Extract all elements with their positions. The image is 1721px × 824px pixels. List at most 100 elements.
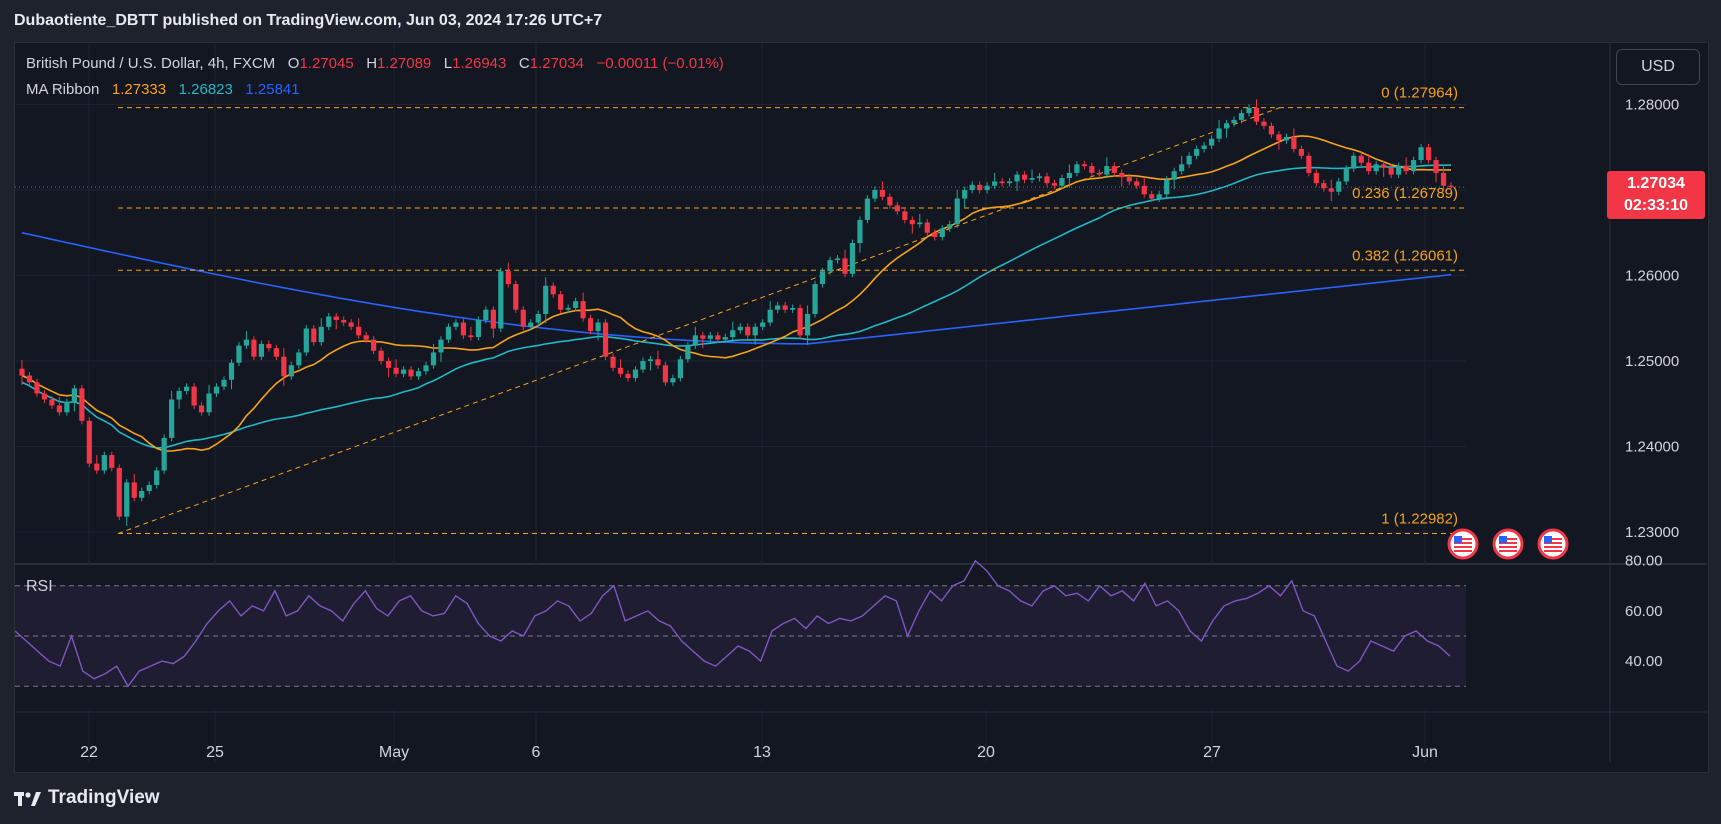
- candle-body: [1366, 162, 1372, 172]
- candle-body: [737, 326, 743, 331]
- candle-body: [124, 482, 130, 517]
- candle-body: [969, 184, 975, 190]
- candle-body: [827, 260, 833, 272]
- candle-body: [1373, 164, 1379, 172]
- candle-body: [1336, 181, 1342, 192]
- candle-body: [924, 222, 930, 233]
- candle-body: [475, 319, 481, 338]
- candle-body: [1276, 134, 1282, 141]
- candle-body: [558, 294, 564, 310]
- us-flag-canton: [1454, 536, 1462, 543]
- candle-body: [146, 484, 152, 491]
- candle-body: [932, 232, 938, 238]
- candle-body: [745, 326, 751, 336]
- us-flag-stripe: [1499, 546, 1517, 548]
- candle-body: [992, 181, 998, 186]
- time-tick-label: May: [379, 744, 409, 761]
- candle-body: [1014, 174, 1020, 182]
- candle-body: [902, 211, 908, 220]
- bar-countdown: 02:33:10: [1623, 197, 1689, 214]
- candle-body: [453, 322, 459, 327]
- candle-body: [131, 482, 137, 498]
- candle-body: [1051, 183, 1058, 186]
- ma1-value: 1.27333: [111, 81, 167, 98]
- rsi-label[interactable]: RSI: [26, 578, 53, 595]
- candle-body: [715, 335, 721, 340]
- candle-body: [760, 322, 766, 327]
- candle-body: [894, 205, 900, 212]
- candle-body: [700, 335, 706, 339]
- candle-body: [670, 378, 676, 383]
- candle-body: [999, 181, 1005, 184]
- candle-body: [640, 361, 646, 370]
- high-label: H: [366, 55, 378, 72]
- currency-button[interactable]: USD: [1616, 49, 1700, 85]
- candle-body: [288, 365, 294, 377]
- candle-body: [311, 328, 317, 343]
- candle-body: [1253, 107, 1260, 122]
- candle-body: [520, 309, 526, 327]
- candle-body: [602, 322, 609, 357]
- candle-body: [842, 258, 848, 274]
- candle-body: [1381, 164, 1387, 168]
- candle-body: [752, 326, 758, 336]
- candle-body: [139, 490, 145, 498]
- candle-body: [386, 361, 392, 368]
- candle-body: [872, 190, 878, 199]
- candle-body: [1059, 178, 1065, 186]
- ma1-line: [21, 135, 1452, 452]
- open-value: 1.27045: [299, 55, 354, 72]
- candle-body: [1410, 160, 1417, 172]
- us-event-flag-icon: [1537, 528, 1569, 560]
- candle-body: [655, 359, 661, 366]
- candle-body: [258, 343, 265, 357]
- ma-ribbon-legend: MA Ribbon 1.27333 1.26823 1.25841: [26, 81, 300, 98]
- candle-body: [169, 399, 175, 438]
- candle-body: [71, 388, 77, 403]
- candle-body: [1448, 185, 1454, 188]
- candle-body: [423, 365, 429, 372]
- candle-body: [917, 222, 923, 225]
- us-flag-canton: [1499, 536, 1507, 543]
- us-flag-stripe: [1544, 538, 1562, 540]
- candle-body: [445, 326, 452, 340]
- candle-body: [1223, 123, 1230, 129]
- candle-body: [857, 219, 863, 244]
- candle-body: [1358, 155, 1364, 163]
- change-value: −0.00011 (−0.01%): [596, 55, 724, 72]
- candle-body: [318, 326, 324, 343]
- candle-body: [1396, 166, 1402, 175]
- close-value: 1.27034: [529, 55, 584, 72]
- candle-body: [41, 393, 48, 400]
- us-flag-stripe: [1454, 546, 1472, 548]
- candle-body: [1171, 171, 1177, 180]
- candle-body: [213, 386, 220, 394]
- candle-body: [692, 335, 698, 346]
- candle-body: [438, 339, 444, 353]
- candle-body: [400, 369, 407, 374]
- candle-body: [947, 224, 953, 229]
- candle-body: [1141, 185, 1147, 195]
- candle-body: [154, 470, 160, 485]
- candle-body: [595, 322, 601, 332]
- candle-body: [528, 322, 534, 327]
- candle-body: [183, 386, 190, 391]
- candle-body: [1246, 107, 1252, 114]
- candle-body: [1044, 176, 1050, 184]
- time-tick-label: Jun: [1412, 744, 1438, 761]
- candle-body: [819, 271, 826, 285]
- rsi-line: [14, 559, 1451, 688]
- candle-body: [513, 284, 519, 310]
- candle-body: [430, 352, 437, 366]
- us-event-flag-icon: [1492, 528, 1524, 560]
- ma3-value: 1.25841: [245, 81, 300, 98]
- symbol-legend: British Pound / U.S. Dollar, 4h, FXCM O1…: [26, 55, 724, 72]
- ma2-value: 1.26823: [178, 81, 233, 98]
- candle-body: [1388, 167, 1394, 175]
- candle-body: [281, 356, 287, 377]
- time-tick-label: 22: [80, 744, 98, 761]
- candle-body: [707, 335, 713, 339]
- candle-body: [782, 305, 788, 310]
- candle-body: [333, 316, 339, 320]
